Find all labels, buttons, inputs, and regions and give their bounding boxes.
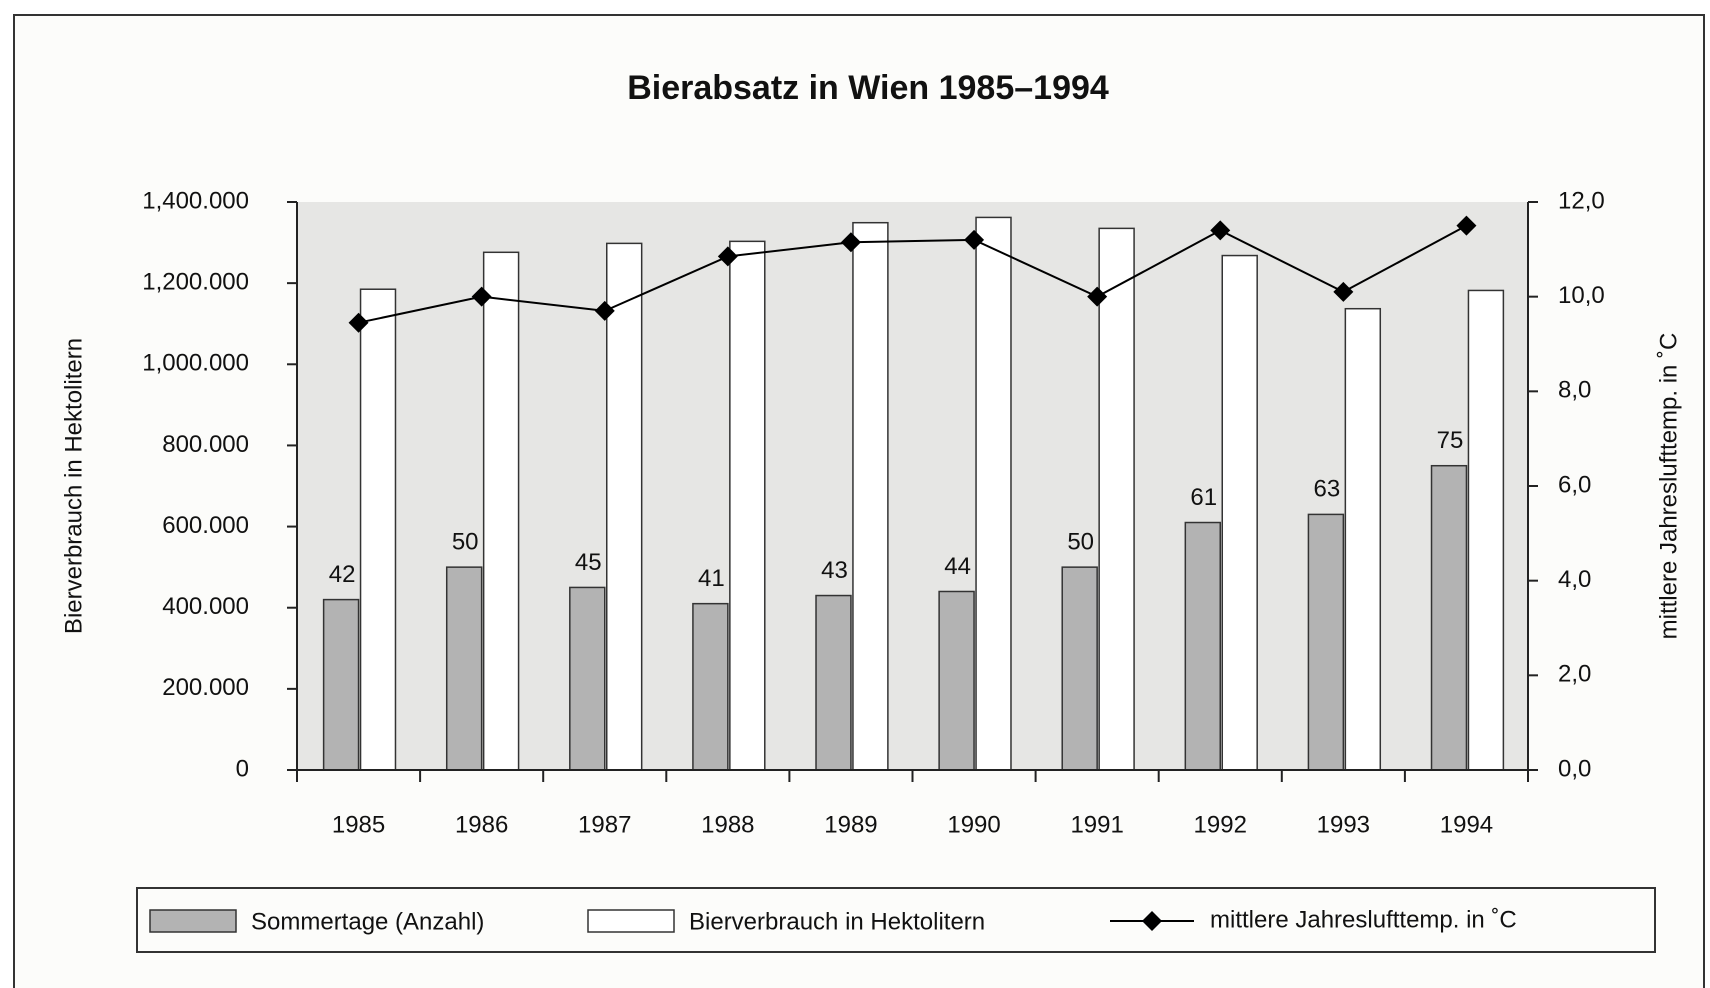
bar — [445, 566, 483, 771]
bar — [938, 590, 975, 771]
bar — [1430, 464, 1468, 771]
legend-label: Bierverbrauch in Hektolitern — [689, 908, 985, 935]
bar — [322, 598, 360, 771]
bar — [692, 602, 729, 771]
bar — [852, 221, 889, 771]
bar — [815, 594, 852, 771]
y2-tick-label: 10,0 — [1558, 282, 1605, 309]
y-tick-label: 800.000 — [162, 431, 249, 458]
bar — [482, 251, 520, 771]
y-tick-label: 0 — [236, 755, 249, 782]
line — [358, 224, 1467, 324]
y-tick-label: 1,000.000 — [142, 350, 249, 377]
x-tick-label: 1990 — [947, 811, 1000, 838]
data-label: 63 — [1314, 476, 1341, 503]
x-tick-label: 1993 — [1317, 811, 1370, 838]
x-tick-label: 1987 — [578, 811, 631, 838]
legend-label: mittlere Jahreslufttemp. in ˚C — [1210, 906, 1517, 933]
x-tick-label: 1986 — [455, 811, 508, 838]
y2-axis-title: mittlere Jahreslufttemp. in ˚C — [1655, 333, 1682, 640]
bar — [1061, 566, 1098, 771]
x-tick-label: 1985 — [332, 811, 385, 838]
marker — [717, 246, 738, 267]
marker — [1333, 281, 1354, 302]
marker — [471, 286, 492, 307]
bar — [1221, 254, 1258, 771]
x-tick-label: 1992 — [1194, 811, 1247, 838]
chart-title: Bierabsatz in Wien 1985–1994 — [627, 69, 1109, 107]
x-tick-label: 1994 — [1440, 811, 1493, 838]
data-label: 61 — [1190, 484, 1217, 511]
data-label: 44 — [944, 553, 971, 580]
marker — [1087, 286, 1108, 307]
y-tick-label: 1,200.000 — [142, 268, 249, 295]
y2-tick-label: 6,0 — [1558, 471, 1591, 498]
data-label: 50 — [1067, 528, 1094, 555]
bar — [569, 586, 606, 771]
data-label: 42 — [329, 561, 356, 588]
y-tick-label: 200.000 — [162, 674, 249, 701]
marker — [964, 229, 985, 250]
marker — [594, 300, 615, 321]
marker — [1210, 220, 1231, 241]
y-tick-label: 600.000 — [162, 512, 249, 539]
bar — [1467, 289, 1505, 771]
data-label: 45 — [575, 549, 602, 576]
y2-tick-label: 2,0 — [1558, 661, 1591, 688]
marker — [348, 312, 369, 333]
marker — [1456, 215, 1477, 236]
bar — [1307, 513, 1345, 771]
data-label: 43 — [821, 557, 848, 584]
data-label: 75 — [1437, 427, 1464, 454]
legend — [136, 887, 1656, 953]
y-tick-label: 400.000 — [162, 593, 249, 620]
bar — [729, 240, 766, 771]
bar — [1184, 521, 1221, 771]
y2-tick-label: 12,0 — [1558, 187, 1605, 214]
bar — [975, 216, 1012, 771]
bar — [1098, 227, 1135, 771]
marker — [840, 232, 861, 253]
y-tick-label: 1,400.000 — [142, 187, 249, 214]
y2-tick-label: 0,0 — [1558, 755, 1591, 782]
x-tick-label: 1991 — [1070, 811, 1123, 838]
legend-swatch — [149, 909, 237, 933]
bar — [359, 288, 397, 771]
legend-label: Sommertage (Anzahl) — [251, 908, 484, 935]
legend-marker — [1142, 911, 1162, 931]
y2-tick-label: 8,0 — [1558, 377, 1591, 404]
x-tick-label: 1988 — [701, 811, 754, 838]
data-label: 50 — [452, 528, 479, 555]
bar — [606, 242, 643, 771]
bar — [1344, 307, 1382, 771]
x-tick-label: 1989 — [824, 811, 877, 838]
y2-tick-label: 4,0 — [1558, 566, 1591, 593]
y-axis-title: Bierverbrauch in Hektolitern — [60, 338, 87, 634]
data-label: 41 — [698, 565, 725, 592]
legend-swatch — [587, 909, 675, 933]
